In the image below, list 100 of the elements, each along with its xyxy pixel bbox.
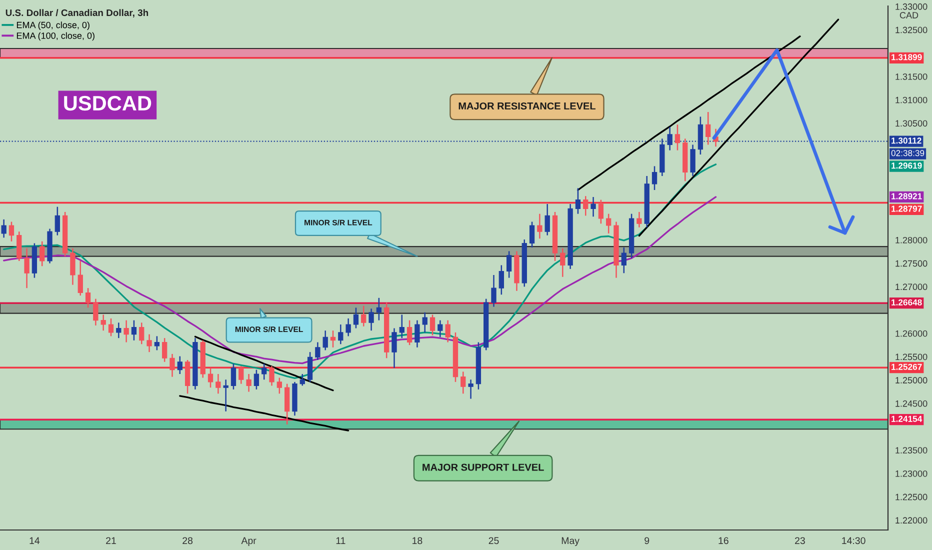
ref-line-label: 1.24154 <box>892 416 922 422</box>
candlestick <box>361 305 366 328</box>
x-tick-label: 16 <box>718 537 728 544</box>
line-series <box>179 395 350 432</box>
x-tick-label: 23 <box>795 537 805 544</box>
x-tick-label: 11 <box>336 537 346 544</box>
candlestick <box>414 320 420 348</box>
chart-title: U.S. Dollar / Canadian Dollar, 3h <box>6 9 148 18</box>
candlestick <box>208 367 214 388</box>
candlestick <box>262 363 267 380</box>
y-tick-label: 1.27000 <box>896 284 928 290</box>
x-tick-label: 14:30 <box>842 537 866 544</box>
candlestick <box>445 320 450 343</box>
y-tick-label: 1.22500 <box>896 494 928 500</box>
y-tick-label: 1.22000 <box>896 517 928 524</box>
candlestick <box>269 365 274 386</box>
candlestick <box>652 166 658 191</box>
x-tick-label: 25 <box>488 537 499 544</box>
candlestick <box>338 324 344 345</box>
candlestick <box>131 320 137 342</box>
candlestick <box>154 336 160 351</box>
ref-line-label: 1.26648 <box>892 299 922 306</box>
y-tick-label: 1.31000 <box>896 96 928 104</box>
candlestick <box>498 264 504 296</box>
candlestick <box>124 320 129 343</box>
y-tick-label: 1.32500 <box>896 26 928 34</box>
candlestick <box>330 330 336 348</box>
candlestick <box>368 308 374 332</box>
text: 02:38:39 <box>891 150 924 156</box>
y-axis-title: CAD <box>900 12 918 18</box>
x-tick-label: May <box>562 537 580 546</box>
text: 1.29619 <box>892 162 922 169</box>
candlestick <box>706 111 711 146</box>
candlestick <box>116 322 122 339</box>
candlestick <box>438 320 443 338</box>
x-tick-label: Apr <box>241 537 256 546</box>
candlestick <box>307 351 313 383</box>
candlestick <box>177 356 182 375</box>
y-tick-label: 1.33000 <box>896 3 928 10</box>
candlestick <box>376 297 382 321</box>
annotation: MAJOR SUPPORT LEVEL <box>422 464 544 471</box>
candlestick <box>1 218 6 238</box>
candlestick <box>230 363 236 390</box>
y-tick-label: 1.27500 <box>896 260 928 267</box>
candlestick <box>430 314 436 336</box>
candlestick <box>254 369 260 390</box>
candlestick <box>606 213 612 234</box>
candlestick <box>674 124 680 151</box>
text: 1.28921 <box>892 193 922 200</box>
y-tick-label: 1.23000 <box>896 470 928 477</box>
candlestick <box>460 371 466 394</box>
candlestick <box>529 221 535 248</box>
candlestick <box>322 330 328 351</box>
annotation: MAJOR RESISTANCE LEVEL <box>458 102 596 110</box>
y-tick-label: 1.26000 <box>896 330 928 337</box>
candlestick <box>575 188 581 214</box>
ref-line-label: 1.31899 <box>892 54 922 60</box>
candlestick <box>353 307 359 329</box>
candlestick <box>491 274 496 308</box>
ref-line-label: 1.25267 <box>892 364 922 370</box>
candlestick <box>468 378 474 400</box>
candlestick <box>636 211 642 228</box>
y-tick-label: 1.28000 <box>896 236 928 244</box>
line-series <box>194 336 334 392</box>
candlestick <box>590 196 596 218</box>
y-tick-label: 1.30500 <box>896 120 928 127</box>
y-tick-label: 1.23500 <box>896 447 928 454</box>
candlestick <box>139 322 144 345</box>
y-tick-label: 1.25000 <box>896 377 928 384</box>
ref-line-label: 1.30112 <box>892 138 922 144</box>
candlestick <box>216 373 221 394</box>
candlestick <box>392 328 397 369</box>
candlestick <box>346 318 351 337</box>
candlestick <box>621 246 626 274</box>
candlestick <box>85 287 91 308</box>
candlestick <box>162 337 168 362</box>
candlestick <box>284 383 290 426</box>
x-tick-label: 9 <box>644 537 650 544</box>
candlestick <box>238 365 244 384</box>
x-tick-label: 14 <box>30 537 40 544</box>
x-tick-label: 21 <box>106 537 116 544</box>
candlestick <box>560 248 566 278</box>
y-tick-label: 1.24500 <box>896 400 928 407</box>
candlestick <box>315 342 320 361</box>
candlestick <box>170 353 175 378</box>
ref-line-label: 1.28797 <box>892 206 922 212</box>
candlestick <box>70 248 76 286</box>
candlestick <box>223 378 228 412</box>
y-tick-label: 1.25500 <box>896 354 928 360</box>
candlestick <box>100 314 106 332</box>
candlestick <box>146 334 152 353</box>
candlestick <box>184 359 190 394</box>
legend-label: EMA (100, close, 0) <box>16 32 94 41</box>
y-tick-label: 1.31500 <box>896 73 928 80</box>
candlestick <box>537 213 542 240</box>
candlestick <box>24 248 30 289</box>
candlestick <box>690 144 696 177</box>
candlestick <box>16 230 22 262</box>
candlestick <box>598 199 604 224</box>
candlestick <box>422 312 428 334</box>
